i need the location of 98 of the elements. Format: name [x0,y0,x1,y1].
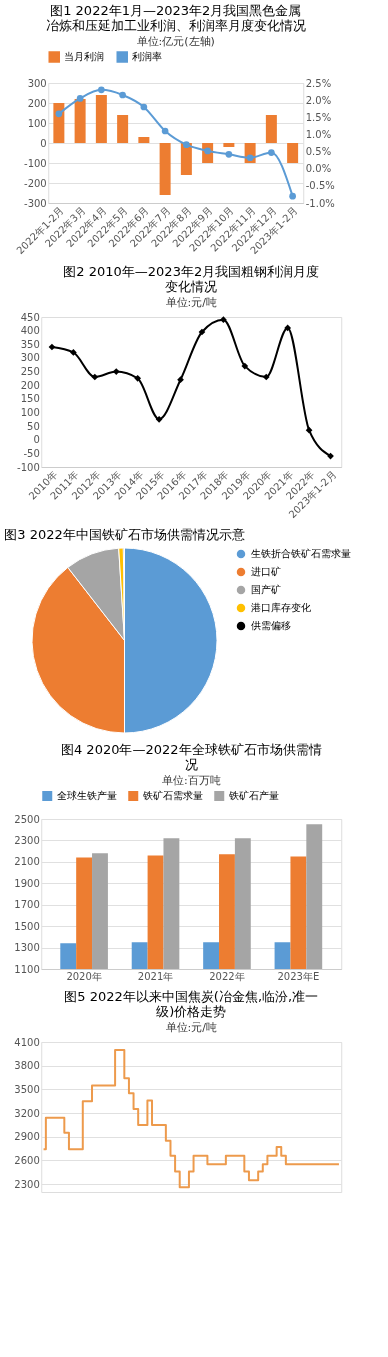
point [119,91,126,99]
y-tick-label: 0 [40,137,47,149]
y2-tick-label: -1.0% [305,197,335,209]
point [55,110,63,118]
point [284,324,292,332]
chart-title: 图3 2022年中国铁矿石市场供需情况示意 [4,527,245,542]
y2-tick-label: 0.0% [305,163,332,175]
y2-tick-label: -0.5% [305,180,335,192]
point [268,149,275,156]
legend-label: 生铁折合铁矿石需求量 [251,548,351,559]
y2-tick-label: 2.0% [305,94,332,106]
y2-tick-label: 1.5% [305,111,332,123]
legend-label: 进口矿 [251,566,281,577]
chart-subtitle: 单位:百万吨 [161,774,221,787]
y-tick-label: 100 [27,117,47,129]
legend-label: 国产矿 [251,584,281,595]
bar [265,115,277,143]
x-tick-label: 2021年 [137,970,174,982]
y-tick-label: 350 [20,338,40,350]
point [140,103,148,111]
y2-tick-label: 0.5% [305,146,332,158]
y-tick-label: -300 [24,197,47,209]
point [112,368,120,375]
y2-tick-label: 2.5% [305,77,332,89]
legend-label: 供需偏移 [251,620,291,631]
legend-label: 利润率 [132,51,163,62]
y-tick-label: 300 [27,77,47,89]
y-tick-label: 250 [20,366,40,378]
point [48,343,56,351]
y-tick-label: 2900 [14,1131,40,1143]
point [225,150,233,158]
point [220,316,227,324]
y-tick-label: 1900 [14,877,40,889]
bar [117,115,129,143]
bar [95,95,107,143]
y-tick-label: 4100 [14,1036,40,1048]
chart-title: 图5 2022年以来中国焦炭(冶金焦,临汾,准一级)价格走势 [64,989,319,1019]
bar [287,143,299,163]
chart-title: 图1 2022年1月—2023年2月我国黑色金属冶炼和压延加工业利润、利润率月度变化情况 [45,3,306,33]
y-tick-label: 200 [27,97,47,109]
y-tick-label: 1100 [14,963,40,975]
y-tick-label: 1300 [14,942,40,954]
point [91,373,99,381]
point [262,373,270,381]
chart-subtitle: 单位:元/吨 [165,296,217,309]
y-tick-label: 300 [20,352,40,364]
y-tick-label: 2300 [14,834,40,846]
point [98,86,105,94]
point [76,95,84,102]
y-tick-label: 1500 [14,920,40,932]
chart-subtitle: 单位:元/吨 [165,1021,217,1034]
point [305,426,313,434]
point [134,375,142,382]
y-tick-label: 3500 [14,1083,40,1095]
legend-label: 全球生铁产量 [57,790,118,801]
legend-label: 港口库存变化 [251,602,311,613]
point [198,328,206,336]
point [177,376,184,384]
bar [138,137,150,143]
x-tick-label: 2023年E [277,970,320,982]
y-tick-label: 0 [33,434,40,446]
bar [223,143,235,147]
y-tick-label: -100 [17,461,40,473]
point [155,415,163,423]
bar [159,143,171,195]
chart-title: 图2 2010年—2023年2月我国粗钢利润月度变化情况 [63,264,320,294]
y-tick-label: 2500 [14,813,40,825]
y-tick-label: 2100 [14,856,40,868]
legend-label: 铁矿石需求量 [142,790,204,801]
y-tick-label: 3200 [14,1107,40,1119]
y-tick-label: 100 [20,406,40,418]
legend-label: 当月利润 [64,51,105,62]
point [183,141,190,149]
point [246,154,254,162]
legend-label: 铁矿石产量 [228,790,280,801]
y2-tick-label: 1.0% [305,128,332,140]
point [161,127,169,135]
y-tick-label: -200 [24,177,47,189]
point [241,362,249,370]
y-tick-label: 2300 [14,1178,40,1190]
y-tick-label: 150 [20,393,40,405]
y-tick-label: 50 [27,420,40,432]
y-tick-label: 400 [20,325,40,337]
point [70,349,77,356]
y-tick-label: 450 [20,311,40,323]
point [289,192,296,200]
bar [53,103,65,143]
y-tick-label: 2600 [14,1154,40,1166]
x-tick-label: 2020年 [66,970,102,982]
y-tick-label: 200 [20,379,40,391]
x-tick-label: 2022年 [209,970,245,982]
chart-subtitle: 单位:亿元(左轴) [136,35,215,48]
chart-title: 图4 2020年—2022年全球铁矿石市场供需情况 [60,742,322,772]
y-tick-label: -50 [23,447,40,459]
bar [74,99,86,143]
y-tick-label: 1700 [14,899,40,911]
y-tick-label: 3800 [14,1060,40,1072]
y-tick-label: -100 [24,157,47,169]
